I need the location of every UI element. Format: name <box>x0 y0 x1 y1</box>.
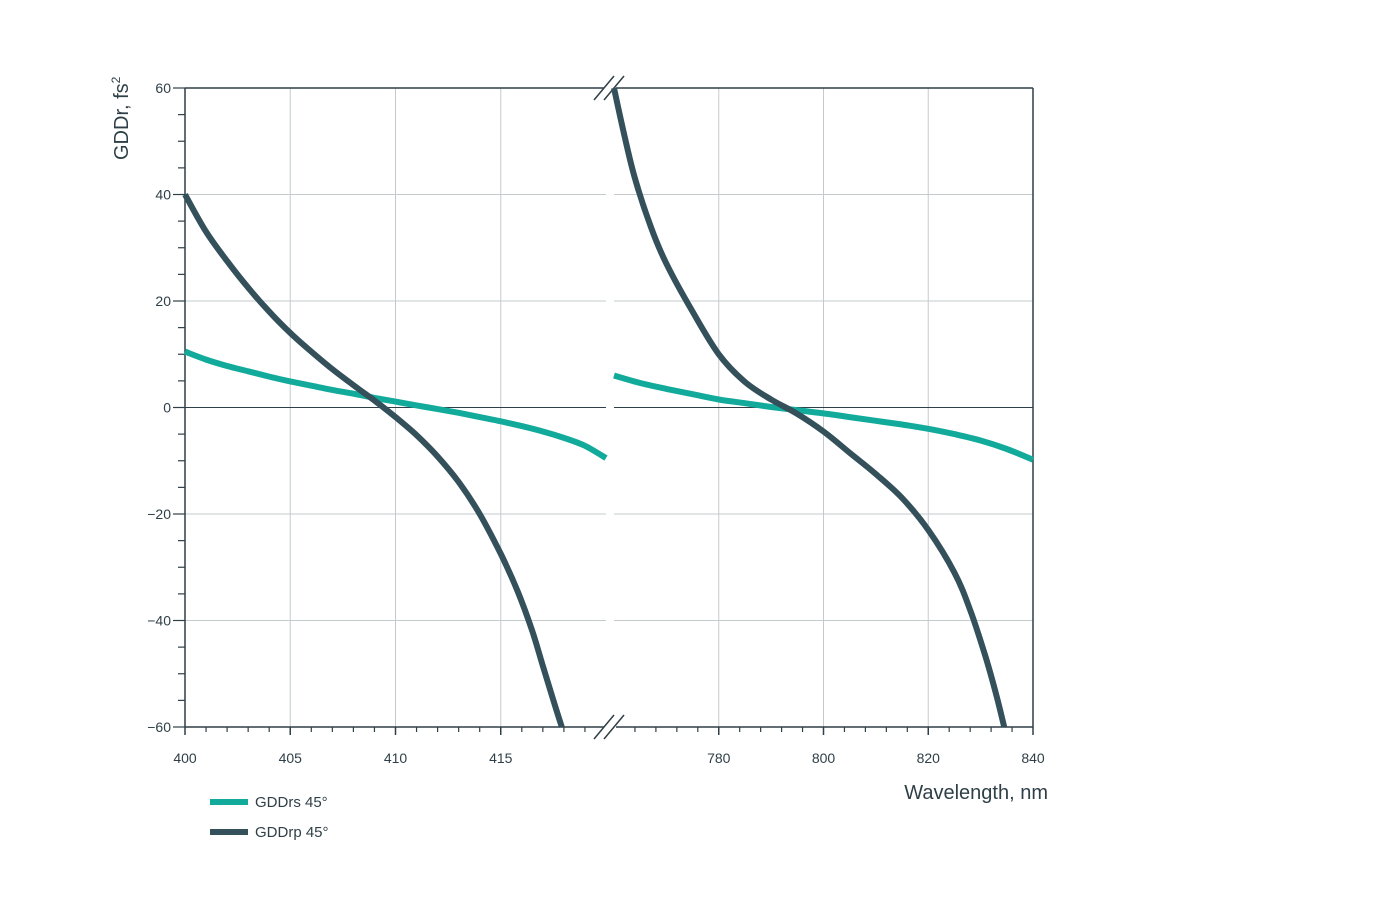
legend-label-gddrs: GDDrs 45° <box>255 794 328 811</box>
x-tick-label: 410 <box>384 750 408 766</box>
y-axis-title: GDDr, fs2 <box>109 76 133 160</box>
y-tick-label: 0 <box>163 400 171 416</box>
series-gddrs-line <box>183 348 608 461</box>
series-gddrs-line <box>613 372 1035 463</box>
axis-break-gap <box>604 715 616 739</box>
x-tick-label: 820 <box>917 750 941 766</box>
y-tick-label: −60 <box>147 719 171 735</box>
axis-break-mark <box>593 714 615 740</box>
y-tick-label: 60 <box>155 80 171 96</box>
legend-label-gddrp: GDDrp 45° <box>255 824 329 841</box>
y-tick-label: 40 <box>155 187 171 203</box>
y-tick-label: 20 <box>155 293 171 309</box>
series-gddrp-line <box>182 193 565 728</box>
legend: GDDrs 45° GDDrp 45° <box>210 794 329 841</box>
axes <box>173 75 1034 740</box>
x-tick-label: 415 <box>489 750 513 766</box>
x-tick-label: 400 <box>173 750 197 766</box>
series-gddrp-line <box>611 87 1008 728</box>
x-tick-label: 405 <box>279 750 303 766</box>
x-tick-label: 780 <box>707 750 731 766</box>
y-tick-label: −40 <box>147 613 171 629</box>
series <box>182 87 1035 728</box>
axis-break-mark <box>593 75 615 101</box>
x-tick-label: 800 <box>812 750 836 766</box>
axis-break-mark <box>603 714 625 740</box>
y-tick-label: −20 <box>147 506 171 522</box>
x-tick-label: 840 <box>1021 750 1045 766</box>
x-axis-title: Wavelength, nm <box>904 782 1048 804</box>
tick-labels: −60 −40 −20 0 20 40 60 400 405 410 415 780 800 820 840 <box>147 80 1045 766</box>
